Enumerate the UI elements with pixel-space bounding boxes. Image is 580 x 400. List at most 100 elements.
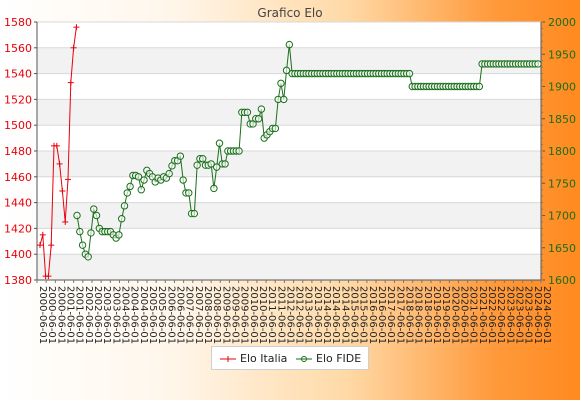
point-fide [475,82,484,91]
y-left-tick-label: 1460 [4,171,32,184]
x-tick-label: 2018-06-01 [404,286,415,344]
x-tick-label: 2009-06-01 [220,286,231,344]
y-right-tick-label: 1650 [548,242,576,255]
point-fide [280,95,288,104]
x-tick-label: 2021-06-01 [477,286,488,344]
y-right-tick-label: 1850 [548,113,576,126]
x-tick-label: 2022-06-01 [495,286,506,344]
plot-band [37,254,541,280]
series-layer [37,24,542,280]
y-left-tick-label: 1560 [4,42,32,55]
x-tick-label: 2003-06-01 [101,286,112,344]
point-fide [179,176,187,184]
legend-item-fide: Elo FIDE [296,352,361,365]
point-fide [212,163,221,171]
x-tick-label: 2013-06-01 [303,286,314,344]
point-fide [123,189,131,197]
y-axis-left: 1380 1400 1420 1440 1460 1480 1500 1520 1540 1560… [4,16,37,287]
x-tick-label: 2001-06-01 [64,286,75,344]
x-tick-label: 2007-06-01 [184,286,195,344]
x-tick-label: 2024-06-01 [532,286,543,344]
legend-item-italia: Elo Italia [220,352,287,365]
x-tick-label: 2018-06-01 [422,286,433,344]
point-fide [199,155,207,163]
y-left-tick-label: 1420 [4,222,32,235]
point-fide [165,169,173,178]
y-left-tick-label: 1480 [4,145,32,158]
x-tick-label: 2005-06-01 [156,286,167,344]
plot-band [37,99,541,126]
y-left-tick-label: 1520 [4,93,32,106]
x-tick-label: 2014-06-01 [321,286,332,344]
x-tick-label: 2004-06-01 [129,286,140,344]
x-tick-label: 2005-06-01 [147,286,158,344]
x-tick-label: 2010-06-01 [257,286,268,344]
x-tick-label: 2018-06-01 [413,286,424,344]
legend-swatch-fide [296,354,312,364]
x-tick-label: 2000-06-01 [46,286,57,344]
point-fide [285,40,294,49]
y-left-tick-label: 1540 [4,68,32,81]
point-fide [257,105,266,113]
x-tick-label: 2016-06-01 [367,286,378,344]
point-fide [90,205,98,213]
x-tick-label: 2016-06-01 [376,286,387,344]
x-tick-label: 2011-06-01 [266,286,277,344]
point-fide [137,186,145,194]
point-fide [185,189,193,197]
point-fide [210,184,218,193]
x-tick-label: 2022-06-01 [486,286,497,344]
x-tick-label: 2019-06-01 [431,286,442,344]
x-tick-label: 2003-06-01 [110,286,121,344]
x-tick-label: 2004-06-01 [119,286,130,344]
x-tick-label: 2015-06-01 [358,286,369,344]
point-fide [215,139,224,147]
point-fide [207,160,215,168]
x-tick-label: 2009-06-01 [239,286,250,344]
x-tick-label: 2017-06-01 [394,286,405,344]
x-tick-label: 2010-06-01 [248,286,259,344]
point-fide [271,124,280,133]
x-tick-label: 2017-06-01 [385,286,396,344]
plot-band [37,151,541,177]
point-fide [140,176,148,184]
y-left-tick-label: 1580 [4,16,32,29]
point-fide [534,60,542,68]
x-tick-label: 2024-06-01 [541,286,552,344]
x-tick-label: 2006-06-01 [174,286,185,344]
y-left-tick-label: 1380 [4,274,32,287]
y-left-tick-label: 1500 [4,119,32,132]
x-tick-label: 2000-06-01 [55,286,66,344]
x-tick-label: 2009-06-01 [229,286,240,344]
y-right-tick-label: 1800 [548,145,576,158]
chart-title: Grafico Elo [257,6,322,20]
x-tick-label: 2004-06-01 [138,286,149,344]
y-axis-right: 1600 1650 1700 1750 1800 1850 1900 1950 2000 [541,16,576,287]
y-right-tick-label: 2000 [548,16,576,29]
x-tick-label: 2023-06-01 [514,286,525,344]
point-fide [134,173,143,181]
x-tick-label: 2014-06-01 [330,286,341,344]
point-fide [73,211,81,220]
point-fide [254,115,263,123]
point-fide [282,66,291,75]
point-fide [92,211,101,220]
y-left-tick-label: 1440 [4,197,32,210]
point-fide [115,231,123,239]
x-tick-label: 2013-06-01 [312,286,323,344]
x-tick-label: 2000-06-01 [37,286,48,344]
y-left-tick-label: 1400 [4,248,32,261]
point-fide [84,253,92,261]
x-tick-label: 2021-06-01 [468,286,479,344]
y-right-tick-label: 1900 [548,81,576,94]
point-fide [193,161,201,169]
x-tick-label: 2008-06-01 [202,286,213,344]
x-tick-label: 2008-06-01 [211,286,222,344]
point-fide [118,215,126,223]
legend-label-italia: Elo Italia [240,352,288,365]
x-tick-label: 2019-06-01 [440,286,451,344]
point-fide [120,202,129,210]
y-right-tick-label: 1600 [548,274,576,287]
